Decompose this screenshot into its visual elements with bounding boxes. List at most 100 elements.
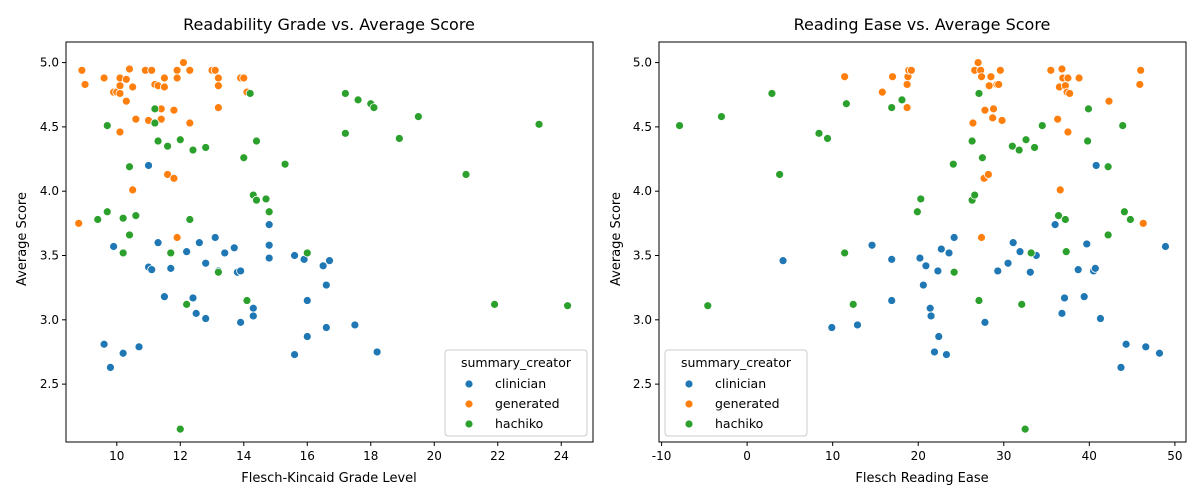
- point-generated: [995, 65, 1005, 75]
- chart-ease-vs-score: Reading Ease vs. Average Score Flesch Re…: [609, 15, 1187, 486]
- point-clinician: [248, 303, 258, 313]
- legend-label-generated: generated: [715, 396, 780, 411]
- point-clinician: [321, 280, 331, 290]
- point-hachiko: [461, 170, 471, 179]
- chart-grade-vs-score: Readability Grade vs. Average Score Fles…: [15, 15, 594, 486]
- point-hachiko: [185, 215, 195, 224]
- point-clinician: [778, 256, 788, 266]
- point-generated: [213, 81, 223, 91]
- point-generated: [128, 82, 138, 92]
- point-hachiko: [840, 248, 850, 258]
- point-generated: [997, 116, 1007, 125]
- point-generated: [125, 64, 134, 74]
- point-clinician: [201, 258, 211, 268]
- point-generated: [213, 73, 223, 83]
- point-clinician: [302, 296, 312, 305]
- point-generated: [1136, 65, 1146, 75]
- point-generated: [172, 65, 182, 75]
- point-hachiko: [261, 194, 271, 204]
- point-hachiko: [1020, 424, 1030, 434]
- point-generated: [131, 114, 141, 124]
- point-generated: [115, 81, 125, 91]
- point-clinician: [302, 332, 312, 341]
- point-clinician: [921, 261, 931, 271]
- point-hachiko: [102, 207, 112, 217]
- point-hachiko: [353, 95, 363, 105]
- y-tick-label: 3.5: [633, 249, 652, 263]
- point-clinician: [980, 317, 990, 327]
- legend-marker-generated: [684, 399, 694, 409]
- point-generated: [1074, 73, 1084, 83]
- point-generated: [121, 96, 131, 106]
- scatter-points: [74, 58, 573, 434]
- point-hachiko: [118, 213, 128, 223]
- point-clinician: [210, 233, 220, 242]
- point-generated: [160, 73, 169, 83]
- point-hachiko: [302, 248, 312, 258]
- point-hachiko: [703, 301, 713, 311]
- point-generated: [973, 58, 983, 67]
- point-hachiko: [974, 296, 984, 305]
- point-generated: [968, 118, 978, 128]
- point-hachiko: [1120, 207, 1129, 217]
- point-clinician: [993, 266, 1003, 276]
- point-clinician: [350, 320, 360, 330]
- point-generated: [1138, 218, 1148, 228]
- point-hachiko: [717, 112, 726, 121]
- point-generated: [156, 114, 166, 124]
- point-generated: [172, 73, 182, 83]
- y-tick-label: 2.5: [633, 377, 652, 391]
- point-generated: [210, 65, 220, 75]
- point-generated: [977, 233, 986, 242]
- point-generated: [980, 105, 990, 115]
- point-hachiko: [887, 103, 897, 112]
- point-generated: [1065, 89, 1075, 98]
- point-hachiko: [490, 299, 499, 309]
- point-generated: [840, 72, 850, 82]
- point-hachiko: [916, 194, 926, 204]
- plot-frame: [65, 41, 594, 443]
- point-clinician: [236, 317, 246, 327]
- point-hachiko: [563, 301, 573, 311]
- point-clinician: [248, 311, 258, 321]
- point-generated: [977, 72, 986, 82]
- y-axis-label: Average Score: [15, 192, 30, 286]
- y-tick-label: 4.5: [40, 120, 59, 134]
- point-hachiko: [175, 135, 185, 145]
- point-hachiko: [280, 159, 290, 169]
- point-clinician: [182, 247, 192, 257]
- point-hachiko: [1026, 248, 1036, 258]
- point-hachiko: [948, 159, 958, 169]
- point-clinician: [147, 265, 157, 275]
- axis-ticks: 10 12 14 16 18 20 22 24 2.5 3.0 3.5 4.0 4.5 5.0: [40, 56, 569, 463]
- x-tick-label: 30: [996, 449, 1011, 463]
- point-hachiko: [125, 230, 134, 240]
- point-clinician: [1079, 292, 1089, 302]
- point-hachiko: [970, 190, 980, 200]
- legend-title: summary_creator: [681, 355, 792, 370]
- point-clinician: [827, 323, 837, 332]
- point-hachiko: [675, 121, 684, 131]
- point-generated: [179, 58, 188, 67]
- point-clinician: [930, 347, 939, 357]
- point-generated: [99, 73, 109, 83]
- point-clinician: [144, 161, 153, 170]
- scatter-points: [675, 58, 1170, 434]
- x-tick-label: 0: [743, 449, 751, 463]
- point-clinician: [949, 233, 959, 242]
- x-tick-label: 40: [1082, 449, 1097, 463]
- point-generated: [877, 87, 887, 97]
- point-generated: [128, 185, 138, 195]
- point-generated: [185, 118, 195, 128]
- point-hachiko: [264, 207, 274, 217]
- point-clinician: [109, 242, 119, 251]
- legend-box: [444, 349, 588, 437]
- point-clinician: [1096, 314, 1105, 323]
- point-generated: [984, 81, 994, 91]
- point-clinician: [264, 240, 274, 250]
- point-hachiko: [1037, 121, 1047, 131]
- x-tick-label: -10: [652, 449, 672, 463]
- point-hachiko: [1021, 135, 1031, 145]
- legend-label-clinician: clinician: [495, 376, 546, 391]
- point-hachiko: [897, 95, 907, 105]
